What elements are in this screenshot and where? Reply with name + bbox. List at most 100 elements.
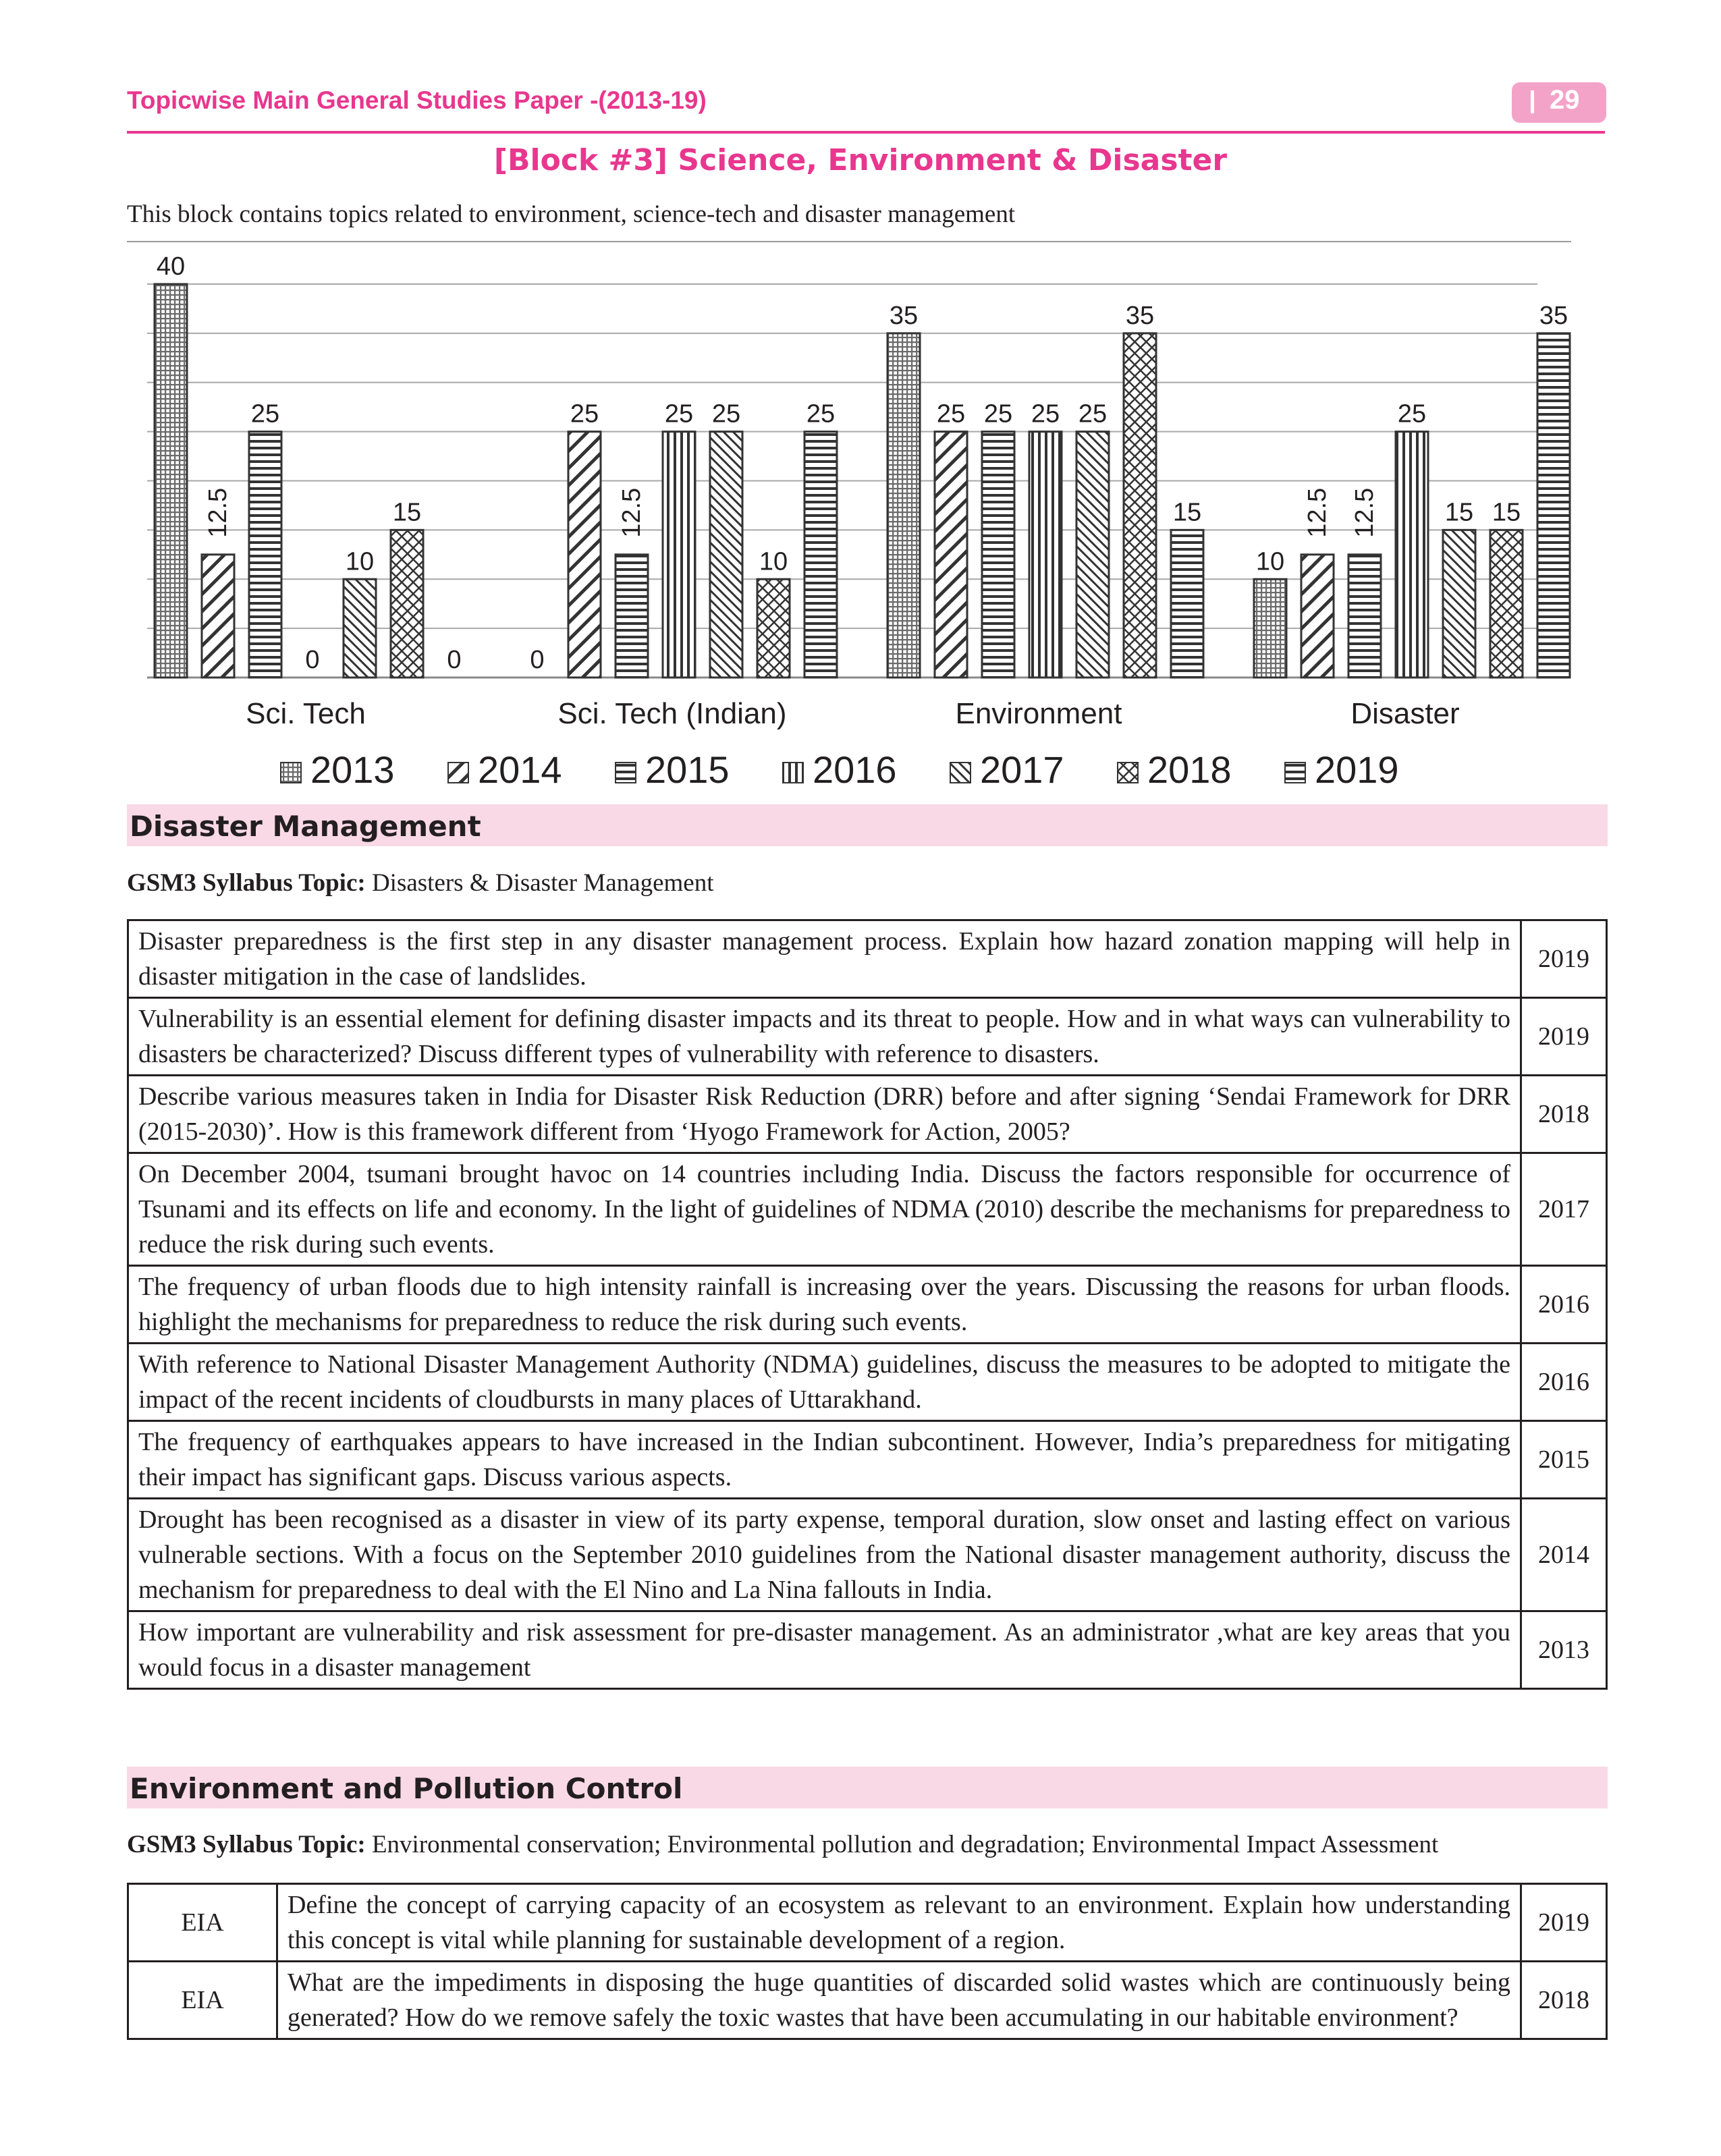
bar-value-label: 40 [157, 252, 185, 281]
bar-value-label: 15 [1445, 498, 1473, 526]
bar-value-label: 15 [393, 498, 421, 526]
bar-value-label: 25 [1398, 400, 1426, 429]
bar-value-label: 0 [530, 646, 544, 674]
table-row: With reference to National Disaster Mana… [127, 1342, 1608, 1422]
bar [981, 431, 1016, 679]
bar [709, 431, 744, 679]
question-year: 2013 [1520, 1610, 1608, 1690]
bar [567, 431, 602, 679]
question-year: 2017 [1520, 1152, 1608, 1267]
bar [661, 431, 696, 679]
bar [1075, 431, 1110, 679]
bar-value-label: 10 [759, 547, 788, 576]
bar [153, 283, 188, 679]
bar-value-label: 25 [712, 400, 740, 429]
section-heading-disaster: Disaster Management [127, 804, 1608, 846]
legend-label: 2013 [310, 748, 395, 791]
question-year: 2018 [1520, 1960, 1608, 2040]
chart-value-labels: 40 12.5 25 0 10 15 0 0 25 12.5 25 25 10 25 35 25 25 25 25 3… [157, 252, 1568, 674]
chart-category-labels: Sci. Tech Sci. Tech (Indian) Environment Di… [246, 697, 1460, 730]
category-label: Disaster [1350, 697, 1459, 730]
legend-swatch [615, 762, 636, 783]
bar-value-label: 25 [251, 400, 279, 429]
question-text: With reference to National Disaster Mana… [127, 1342, 1522, 1422]
question-tag: EIA [127, 1883, 278, 1962]
bar [342, 578, 377, 679]
question-text: Vulnerability is an essential element fo… [127, 997, 1522, 1076]
question-tag: EIA [127, 1960, 278, 2040]
question-text: Define the concept of carrying capacity … [276, 1883, 1522, 1962]
running-header: Topicwise Main General Studies Paper -(2… [127, 82, 1606, 135]
bar-value-label: 10 [1256, 547, 1284, 576]
bar [389, 528, 425, 679]
bar-value-label: 12.5 [1303, 488, 1332, 538]
table-row: Drought has been recognised as a disaste… [127, 1497, 1608, 1612]
bar-value-label: 25 [937, 400, 965, 429]
category-label: Sci. Tech [246, 697, 366, 730]
question-text: Describe various measures taken in India… [127, 1074, 1522, 1154]
syllabus-disaster: GSM3 Syllabus Topic: Disasters & Disaste… [127, 868, 714, 897]
bar-value-label: 35 [1126, 302, 1154, 330]
category-label: Environment [955, 697, 1122, 730]
question-year: 2016 [1520, 1342, 1608, 1422]
bar [933, 431, 968, 679]
bar [1300, 553, 1335, 679]
bar-value-label: 25 [570, 400, 599, 429]
bar [1028, 431, 1063, 679]
legend-label: 2015 [645, 748, 730, 791]
bar [614, 553, 649, 679]
question-table-disaster: Disaster preparedness is the first step … [127, 919, 1608, 1690]
bar-value-label: 25 [1078, 400, 1107, 429]
table-row: Disaster preparedness is the first step … [127, 919, 1608, 999]
section-heading-environment-text: Environment and Pollution Control [130, 1772, 683, 1805]
bar-value-label: 25 [807, 400, 835, 429]
syllabus-environment-label: GSM3 Syllabus Topic: [127, 1831, 366, 1858]
bar [1442, 528, 1477, 679]
legend-label: 2016 [813, 748, 897, 791]
bar-value-label: 12.5 [204, 488, 232, 538]
question-text: What are the impediments in disposing th… [276, 1960, 1522, 2040]
table-row: Describe various measures taken in India… [127, 1074, 1608, 1154]
bar [1394, 431, 1429, 679]
table-row: How important are vulnerability and risk… [127, 1610, 1608, 1690]
bar-value-label: 12.5 [618, 488, 646, 538]
table-row: On December 2004, tsumani brought havoc … [127, 1152, 1608, 1267]
bar [756, 578, 791, 679]
bar-value-label: 12.5 [1350, 488, 1379, 538]
question-table-environment: EIA Define the concept of carrying capaci… [127, 1883, 1608, 2040]
legend-label: 2017 [980, 748, 1064, 791]
syllabus-disaster-label: GSM3 Syllabus Topic: [127, 869, 366, 897]
question-year: 2014 [1520, 1497, 1608, 1612]
bar [1347, 553, 1382, 679]
chart-bars [153, 283, 1571, 679]
bar [1170, 528, 1205, 679]
syllabus-disaster-text: Disasters & Disaster Management [365, 869, 714, 897]
bar [1489, 528, 1524, 679]
table-row: EIA What are the impediments in disposing… [127, 1960, 1608, 2040]
question-text: Disaster preparedness is the first step … [127, 919, 1522, 999]
bar-value-label: 0 [447, 646, 461, 674]
bar [200, 553, 236, 679]
legend-swatch [1117, 762, 1139, 783]
running-title: Topicwise Main General Studies Paper -(2… [127, 86, 707, 114]
bar-value-label: 15 [1173, 498, 1201, 526]
legend-swatch [782, 762, 804, 783]
question-text: How important are vulnerability and risk… [127, 1610, 1522, 1690]
bar-value-label: 25 [984, 400, 1012, 429]
bar-value-label: 25 [665, 400, 693, 429]
table-row: The frequency of urban floods due to hig… [127, 1265, 1608, 1344]
syllabus-environment: GSM3 Syllabus Topic: Environmental conse… [127, 1830, 1438, 1859]
question-table-disaster-body: Disaster preparedness is the first step … [127, 919, 1608, 1690]
question-year: 2019 [1520, 997, 1608, 1076]
bar [803, 431, 838, 679]
question-text: The frequency of earthquakes appears to … [127, 1420, 1522, 1499]
legend-label: 2019 [1315, 748, 1399, 791]
header-rule [127, 131, 1605, 134]
question-year: 2015 [1520, 1420, 1608, 1499]
bar [1536, 332, 1571, 679]
bar [248, 431, 283, 679]
bar-value-label: 10 [346, 547, 374, 576]
bar [1122, 332, 1157, 679]
block-title: [Block #3] Science, Environment & Disast… [493, 143, 1228, 177]
legend-swatch [280, 762, 302, 783]
